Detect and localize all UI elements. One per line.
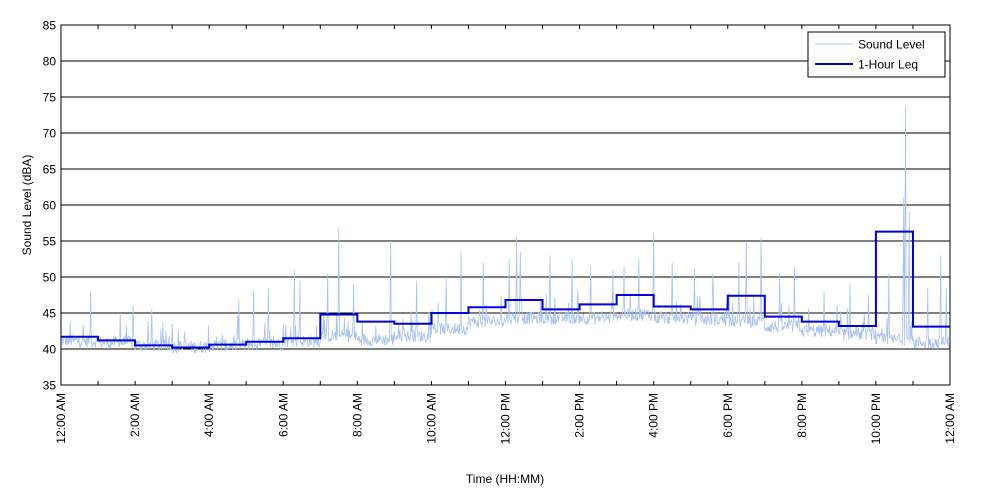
y-tick-label: 60 bbox=[43, 199, 57, 213]
leq-step-line bbox=[61, 230, 950, 349]
x-tick-label: 10:00 PM bbox=[869, 393, 883, 444]
y-axis-ticks: 35 40 45 50 55 60 65 70 75 80 85 bbox=[43, 19, 57, 393]
x-axis-label: Time (HH:MM) bbox=[466, 472, 544, 486]
legend: Sound Level 1-Hour Leq bbox=[807, 31, 946, 78]
y-axis-label: Sound Level (dBA) bbox=[20, 155, 34, 256]
x-tick-label: 6:00 AM bbox=[276, 393, 290, 437]
y-tick-label: 85 bbox=[43, 19, 57, 33]
y-tick-label: 55 bbox=[43, 235, 57, 249]
y-tick-label: 70 bbox=[43, 127, 57, 141]
x-tick-label: 12:00 AM bbox=[54, 393, 68, 444]
sound-level-series bbox=[60, 105, 951, 354]
legend-box bbox=[807, 31, 946, 78]
legend-label-leq: 1-Hour Leq bbox=[858, 58, 918, 72]
y-tick-label: 40 bbox=[43, 343, 57, 357]
x-tick-label: 12:00 PM bbox=[499, 393, 513, 444]
x-tick-label: 2:00 AM bbox=[128, 393, 142, 437]
x-tick-label: 6:00 PM bbox=[721, 393, 735, 438]
legend-label-sound-level: Sound Level bbox=[858, 38, 925, 52]
x-tick-label: 2:00 PM bbox=[573, 393, 587, 438]
y-tick-label: 65 bbox=[43, 163, 57, 177]
x-tick-label: 4:00 PM bbox=[647, 393, 661, 438]
y-tick-label: 35 bbox=[43, 379, 57, 393]
leq-series bbox=[61, 230, 950, 349]
y-tick-label: 75 bbox=[43, 91, 57, 105]
x-tick-label: 8:00 AM bbox=[350, 393, 364, 437]
x-tick-label: 10:00 AM bbox=[424, 393, 438, 444]
x-tick-label: 12:00 AM bbox=[943, 393, 957, 444]
x-axis-ticks: 12:00 AM 2:00 AM 4:00 AM 6:00 AM 8:00 AM 10:0… bbox=[54, 25, 957, 444]
y-tick-label: 45 bbox=[43, 307, 57, 321]
y-tick-label: 50 bbox=[43, 271, 57, 285]
x-tick-label: 8:00 PM bbox=[795, 393, 809, 438]
x-tick-label: 4:00 AM bbox=[202, 393, 216, 437]
y-tick-label: 80 bbox=[43, 55, 57, 69]
sound-level-line bbox=[60, 105, 951, 354]
